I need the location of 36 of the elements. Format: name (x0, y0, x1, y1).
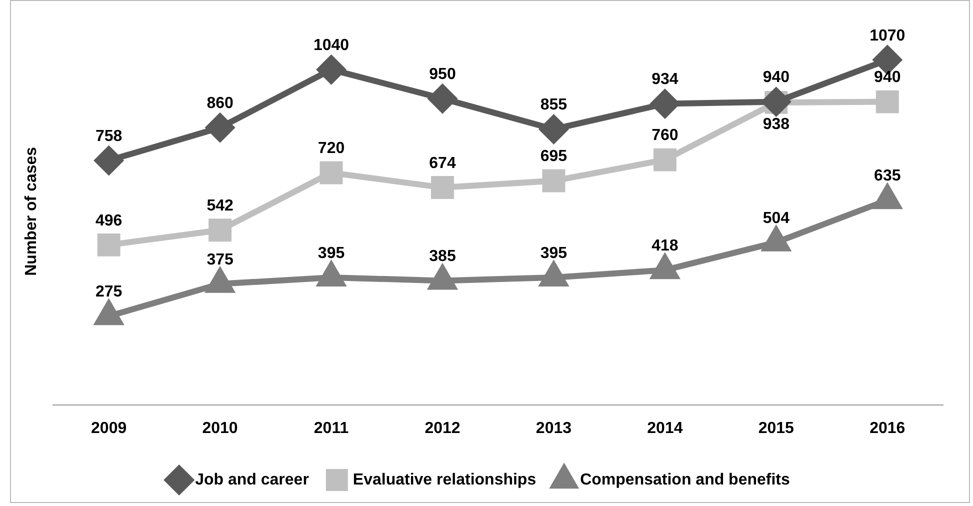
data-label: 418 (652, 237, 678, 254)
data-label: 385 (429, 248, 456, 266)
legend-label: Job and career (195, 471, 309, 488)
data-label: 674 (429, 154, 456, 172)
data-label: 950 (429, 66, 456, 83)
data-label: 395 (540, 244, 568, 262)
x-tick-label: 2012 (424, 420, 460, 437)
x-tick-label: 2015 (758, 420, 794, 437)
x-tick-label: 2009 (91, 420, 127, 437)
data-label: 940 (762, 69, 790, 86)
x-tick-label: 2010 (202, 420, 238, 437)
data-label: 855 (540, 96, 568, 114)
x-tick-label: 2016 (870, 420, 906, 437)
x-tick-label: 2013 (536, 420, 572, 437)
data-label: 275 (95, 284, 122, 301)
data-label: 758 (95, 128, 122, 145)
x-tick-label: 2014 (647, 420, 683, 437)
data-label: 395 (318, 244, 345, 262)
data-label: 1070 (870, 27, 906, 44)
x-tick-label: 2011 (314, 420, 349, 437)
data-label: 496 (95, 212, 122, 230)
y-axis-title: Number of cases (23, 146, 40, 276)
legend-label: Evaluative relationships (352, 471, 536, 488)
data-label: 504 (762, 210, 790, 227)
data-label: 940 (874, 69, 901, 86)
data-label: 760 (652, 127, 678, 144)
data-label: 1040 (313, 36, 350, 54)
data-label: 720 (318, 140, 345, 158)
data-label: 375 (206, 251, 234, 268)
data-label: 860 (206, 95, 234, 112)
data-label: 695 (540, 148, 568, 166)
legend-label: Compensation and benefits (580, 471, 790, 488)
data-label: 635 (874, 168, 901, 185)
data-label: 934 (652, 71, 678, 88)
data-label: 542 (206, 198, 234, 214)
data-label: 938 (762, 116, 790, 133)
